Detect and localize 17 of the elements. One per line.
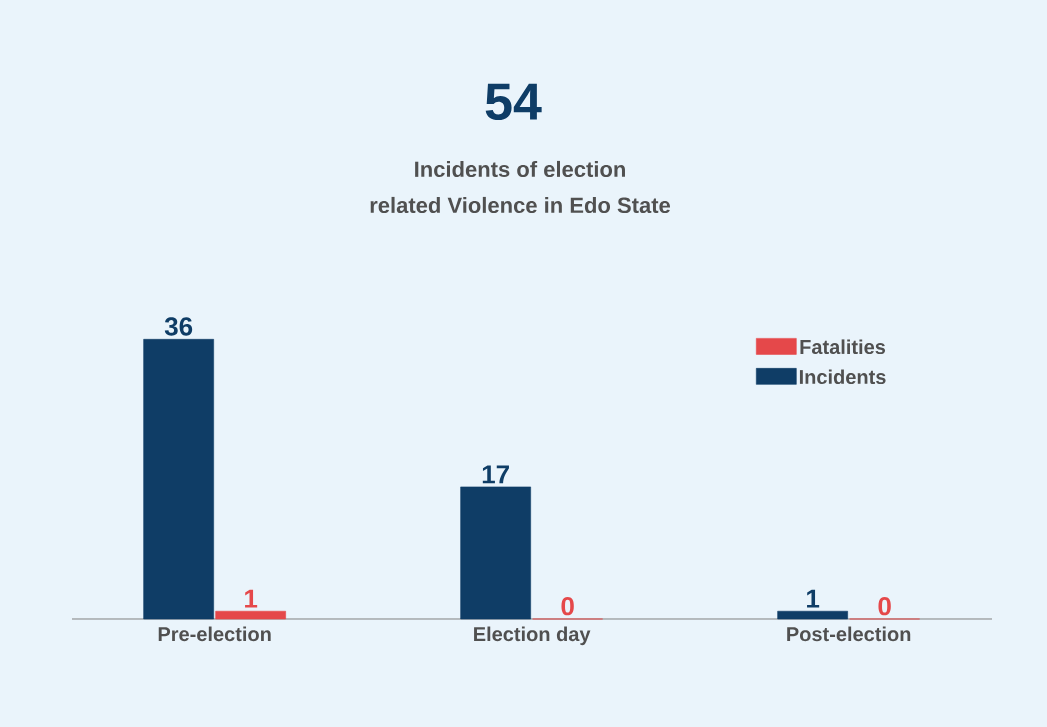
x-tick-label: Election day bbox=[474, 626, 591, 646]
data-label: 36 bbox=[164, 317, 193, 336]
x-tick-label: Post-election bbox=[787, 626, 911, 642]
chart-subtitle: Incidents of election related Violence in Edo State bbox=[370, 160, 671, 214]
chart-title: 54 bbox=[485, 83, 542, 121]
legend-label: Incidents bbox=[799, 369, 886, 385]
bar bbox=[777, 610, 848, 620]
data-label: 0 bbox=[561, 596, 574, 616]
data-label: 17 bbox=[482, 465, 509, 484]
bar bbox=[143, 339, 214, 620]
bar bbox=[215, 610, 286, 620]
x-tick-label: Pre-election bbox=[158, 626, 271, 642]
bar bbox=[460, 486, 531, 620]
data-label: 0 bbox=[878, 596, 891, 616]
data-label: 1 bbox=[245, 589, 258, 608]
legend-label: Fatalities bbox=[800, 339, 886, 355]
data-label: 1 bbox=[807, 589, 820, 608]
